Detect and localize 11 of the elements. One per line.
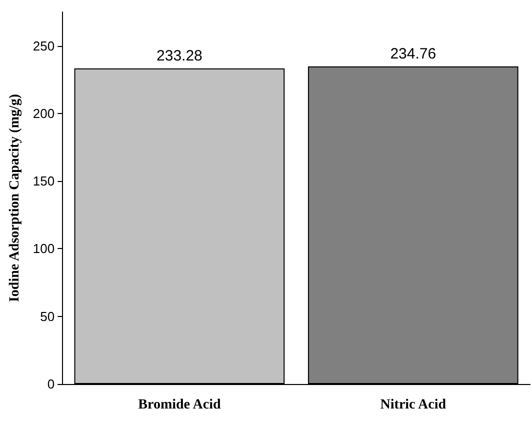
y-tick-label: 100 — [32, 241, 55, 256]
y-tick-label: 200 — [32, 106, 55, 121]
x-tick-label: Bromide Acid — [138, 398, 221, 412]
y-tick-label: 250 — [32, 38, 55, 54]
data-label: 234.76 — [390, 45, 436, 62]
y-tick-label: 150 — [32, 174, 55, 189]
y-tick-label: 0 — [47, 376, 55, 392]
y-tick-label: 50 — [40, 308, 55, 324]
y-axis-title: Iodine Adsorption Capacity (mg/g) — [8, 94, 22, 302]
data-label: 233.28 — [156, 47, 202, 64]
x-tick-label: Nitric Acid — [380, 398, 446, 412]
